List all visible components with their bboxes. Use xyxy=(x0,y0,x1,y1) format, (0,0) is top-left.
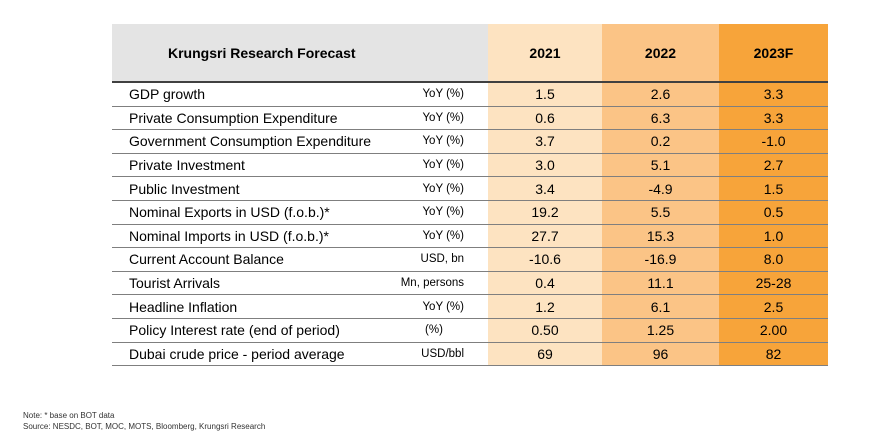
value-2021: 3.0 xyxy=(488,153,602,178)
unit-label: USD, bn xyxy=(380,247,488,272)
table-row: Nominal Exports in USD (f.o.b.)* YoY (%)… xyxy=(112,200,828,225)
value-2023f: 2.5 xyxy=(719,294,828,319)
value-2023f: -1.0 xyxy=(719,129,828,154)
table-row: Nominal Imports in USD (f.o.b.)* YoY (%)… xyxy=(112,224,828,249)
value-2022: 6.3 xyxy=(602,106,719,131)
table-row: GDP growth YoY (%) 1.5 2.6 3.3 xyxy=(112,82,828,107)
year-header-2022: 2022 xyxy=(602,24,719,83)
value-2021: 3.4 xyxy=(488,176,602,201)
table-row: Tourist Arrivals Mn, persons 0.4 11.1 25… xyxy=(112,271,828,296)
unit-label: YoY (%) xyxy=(380,129,488,154)
value-2021: 1.2 xyxy=(488,294,602,319)
table-row: Private Consumption Expenditure YoY (%) … xyxy=(112,106,828,131)
year-header-2021: 2021 xyxy=(488,24,602,83)
source-text: Source: NESDC, BOT, MOC, MOTS, Bloomberg… xyxy=(23,422,266,431)
value-2022: 5.5 xyxy=(602,200,719,225)
value-2021: 27.7 xyxy=(488,224,602,249)
value-2022: 11.1 xyxy=(602,271,719,296)
footnotes: Note: * base on BOT data Source: NESDC, … xyxy=(23,410,265,432)
value-2021: -10.6 xyxy=(488,247,602,272)
table-title: Krungsri Research Forecast xyxy=(112,24,380,83)
value-2021: 0.6 xyxy=(488,106,602,131)
indicator-label: Private Investment xyxy=(112,153,380,178)
unit-label: Mn, persons xyxy=(380,271,488,296)
note-text: Note: * base on BOT data xyxy=(23,411,115,420)
unit-label: YoY (%) xyxy=(380,82,488,107)
value-2021: 0.4 xyxy=(488,271,602,296)
value-2022: 0.2 xyxy=(602,129,719,154)
value-2021: 69 xyxy=(488,342,602,367)
unit-label: (%) xyxy=(380,318,488,343)
value-2022: 6.1 xyxy=(602,294,719,319)
unit-header xyxy=(380,24,488,83)
unit-label: YoY (%) xyxy=(380,294,488,319)
value-2022: -16.9 xyxy=(602,247,719,272)
unit-label: YoY (%) xyxy=(380,176,488,201)
indicator-label: Dubai crude price - period average xyxy=(112,342,380,367)
table-row: Current Account Balance USD, bn -10.6 -1… xyxy=(112,247,828,272)
indicator-label: Policy Interest rate (end of period) xyxy=(112,318,380,343)
table-row: Dubai crude price - period average USD/b… xyxy=(112,342,828,367)
value-2022: 2.6 xyxy=(602,82,719,107)
value-2022: 15.3 xyxy=(602,224,719,249)
unit-label: YoY (%) xyxy=(380,106,488,131)
table-row: Public Investment YoY (%) 3.4 -4.9 1.5 xyxy=(112,176,828,201)
table-row: Policy Interest rate (end of period) (%)… xyxy=(112,318,828,343)
table-row: Private Investment YoY (%) 3.0 5.1 2.7 xyxy=(112,153,828,178)
indicator-label: Government Consumption Expenditure xyxy=(112,129,380,154)
header-row: Krungsri Research Forecast 2021 2022 202… xyxy=(112,24,828,83)
indicator-label: Public Investment xyxy=(112,176,380,201)
value-2021: 3.7 xyxy=(488,129,602,154)
value-2021: 1.5 xyxy=(488,82,602,107)
value-2023f: 25-28 xyxy=(719,271,828,296)
indicator-label: Tourist Arrivals xyxy=(112,271,380,296)
unit-label: YoY (%) xyxy=(380,200,488,225)
unit-label: YoY (%) xyxy=(380,224,488,249)
indicator-label: GDP growth xyxy=(112,82,380,107)
value-2023f: 0.5 xyxy=(719,200,828,225)
year-header-2023f: 2023F xyxy=(719,24,828,83)
indicator-label: Private Consumption Expenditure xyxy=(112,106,380,131)
indicator-label: Nominal Exports in USD (f.o.b.)* xyxy=(112,200,380,225)
value-2022: 96 xyxy=(602,342,719,367)
table-row: Government Consumption Expenditure YoY (… xyxy=(112,129,828,154)
unit-label: YoY (%) xyxy=(380,153,488,178)
value-2022: -4.9 xyxy=(602,176,719,201)
value-2021: 0.50 xyxy=(488,318,602,343)
value-2023f: 3.3 xyxy=(719,106,828,131)
value-2023f: 2.7 xyxy=(719,153,828,178)
value-2023f: 2.00 xyxy=(719,318,828,343)
table-row: Headline Inflation YoY (%) 1.2 6.1 2.5 xyxy=(112,294,828,319)
value-2023f: 1.0 xyxy=(719,224,828,249)
value-2022: 5.1 xyxy=(602,153,719,178)
value-2021: 19.2 xyxy=(488,200,602,225)
value-2023f: 8.0 xyxy=(719,247,828,272)
value-2023f: 3.3 xyxy=(719,82,828,107)
indicator-label: Nominal Imports in USD (f.o.b.)* xyxy=(112,224,380,249)
value-2023f: 82 xyxy=(719,342,828,367)
value-2022: 1.25 xyxy=(602,318,719,343)
forecast-table: Krungsri Research Forecast 2021 2022 202… xyxy=(112,24,828,367)
value-2023f: 1.5 xyxy=(719,176,828,201)
indicator-label: Current Account Balance xyxy=(112,247,380,272)
indicator-label: Headline Inflation xyxy=(112,294,380,319)
unit-label: USD/bbl xyxy=(380,342,488,367)
